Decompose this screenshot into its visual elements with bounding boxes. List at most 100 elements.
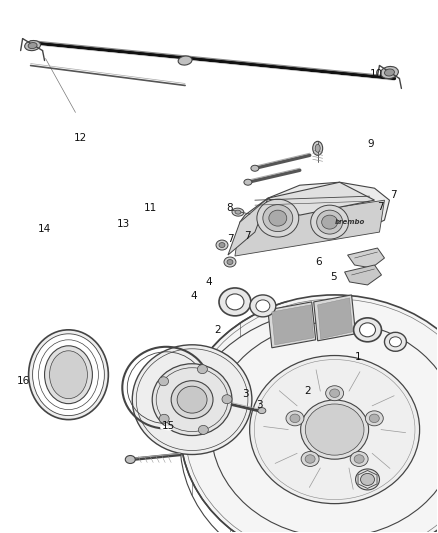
Ellipse shape: [356, 469, 379, 490]
Text: 4: 4: [191, 290, 197, 301]
Ellipse shape: [222, 395, 232, 403]
Ellipse shape: [369, 414, 379, 423]
Ellipse shape: [263, 205, 293, 232]
Ellipse shape: [152, 364, 232, 435]
Polygon shape: [240, 182, 389, 240]
Ellipse shape: [159, 377, 169, 386]
Ellipse shape: [32, 334, 104, 416]
Ellipse shape: [48, 372, 55, 378]
Text: 8: 8: [226, 203, 233, 213]
Ellipse shape: [251, 165, 259, 171]
Ellipse shape: [385, 333, 406, 351]
Ellipse shape: [180, 295, 438, 533]
Ellipse shape: [385, 69, 394, 76]
Text: 5: 5: [330, 272, 337, 282]
Ellipse shape: [360, 473, 374, 486]
Ellipse shape: [256, 300, 270, 312]
Ellipse shape: [28, 330, 108, 419]
Ellipse shape: [177, 386, 207, 413]
Text: 3: 3: [256, 400, 263, 410]
Text: 16: 16: [17, 376, 31, 386]
Ellipse shape: [301, 451, 319, 466]
Polygon shape: [228, 198, 268, 255]
Text: 7: 7: [377, 202, 384, 212]
Ellipse shape: [219, 243, 225, 247]
Text: 13: 13: [117, 219, 131, 229]
Text: 2: 2: [304, 386, 311, 397]
Ellipse shape: [178, 56, 192, 65]
Ellipse shape: [53, 386, 60, 393]
Ellipse shape: [258, 408, 266, 414]
Ellipse shape: [77, 357, 84, 363]
Polygon shape: [318, 298, 353, 339]
Ellipse shape: [326, 386, 343, 401]
Ellipse shape: [350, 451, 368, 466]
Polygon shape: [268, 302, 316, 348]
Ellipse shape: [227, 260, 233, 264]
Text: 10: 10: [370, 69, 383, 79]
Ellipse shape: [250, 295, 276, 317]
Text: 9: 9: [367, 139, 374, 149]
Ellipse shape: [269, 210, 287, 226]
Ellipse shape: [286, 411, 304, 426]
Text: 12: 12: [74, 133, 87, 143]
Ellipse shape: [132, 345, 252, 455]
Text: 6: 6: [315, 257, 321, 267]
Polygon shape: [235, 200, 385, 256]
Text: 7: 7: [391, 190, 397, 200]
Ellipse shape: [81, 372, 88, 378]
Polygon shape: [272, 305, 314, 345]
Ellipse shape: [257, 199, 299, 237]
Ellipse shape: [159, 414, 169, 423]
Ellipse shape: [311, 205, 349, 239]
Ellipse shape: [235, 210, 241, 214]
Ellipse shape: [125, 456, 135, 464]
Ellipse shape: [45, 346, 92, 403]
Ellipse shape: [313, 141, 323, 155]
Ellipse shape: [65, 351, 72, 357]
Text: 7: 7: [227, 234, 233, 244]
Ellipse shape: [317, 210, 343, 234]
Ellipse shape: [360, 323, 375, 337]
Ellipse shape: [300, 400, 369, 459]
Ellipse shape: [171, 381, 213, 418]
Ellipse shape: [389, 337, 401, 347]
Text: 15: 15: [162, 421, 176, 431]
Ellipse shape: [25, 41, 41, 51]
Polygon shape: [314, 295, 356, 341]
Text: 4: 4: [206, 278, 212, 287]
Ellipse shape: [315, 144, 320, 152]
Ellipse shape: [381, 67, 399, 78]
Text: 14: 14: [38, 224, 51, 235]
Text: brembo: brembo: [335, 219, 365, 225]
Ellipse shape: [305, 404, 364, 455]
Ellipse shape: [219, 288, 251, 316]
Ellipse shape: [330, 389, 339, 398]
Polygon shape: [348, 248, 385, 268]
Text: 7: 7: [244, 231, 251, 241]
Ellipse shape: [198, 425, 208, 434]
Ellipse shape: [365, 411, 383, 426]
Text: 2: 2: [215, 325, 221, 335]
Ellipse shape: [226, 294, 244, 310]
Ellipse shape: [250, 356, 420, 504]
Text: 1: 1: [354, 352, 361, 362]
Polygon shape: [268, 182, 374, 215]
Ellipse shape: [353, 318, 381, 342]
Ellipse shape: [224, 257, 236, 267]
Ellipse shape: [354, 455, 364, 463]
Ellipse shape: [49, 351, 88, 399]
Ellipse shape: [198, 365, 207, 374]
Text: 3: 3: [242, 389, 249, 399]
Ellipse shape: [77, 386, 84, 393]
Ellipse shape: [244, 179, 252, 185]
Ellipse shape: [65, 393, 72, 399]
Polygon shape: [345, 265, 381, 285]
Text: 11: 11: [144, 203, 157, 213]
Ellipse shape: [321, 215, 338, 229]
Ellipse shape: [305, 455, 315, 463]
Ellipse shape: [290, 414, 300, 423]
Ellipse shape: [28, 43, 37, 49]
Ellipse shape: [53, 357, 60, 363]
Ellipse shape: [232, 208, 244, 216]
